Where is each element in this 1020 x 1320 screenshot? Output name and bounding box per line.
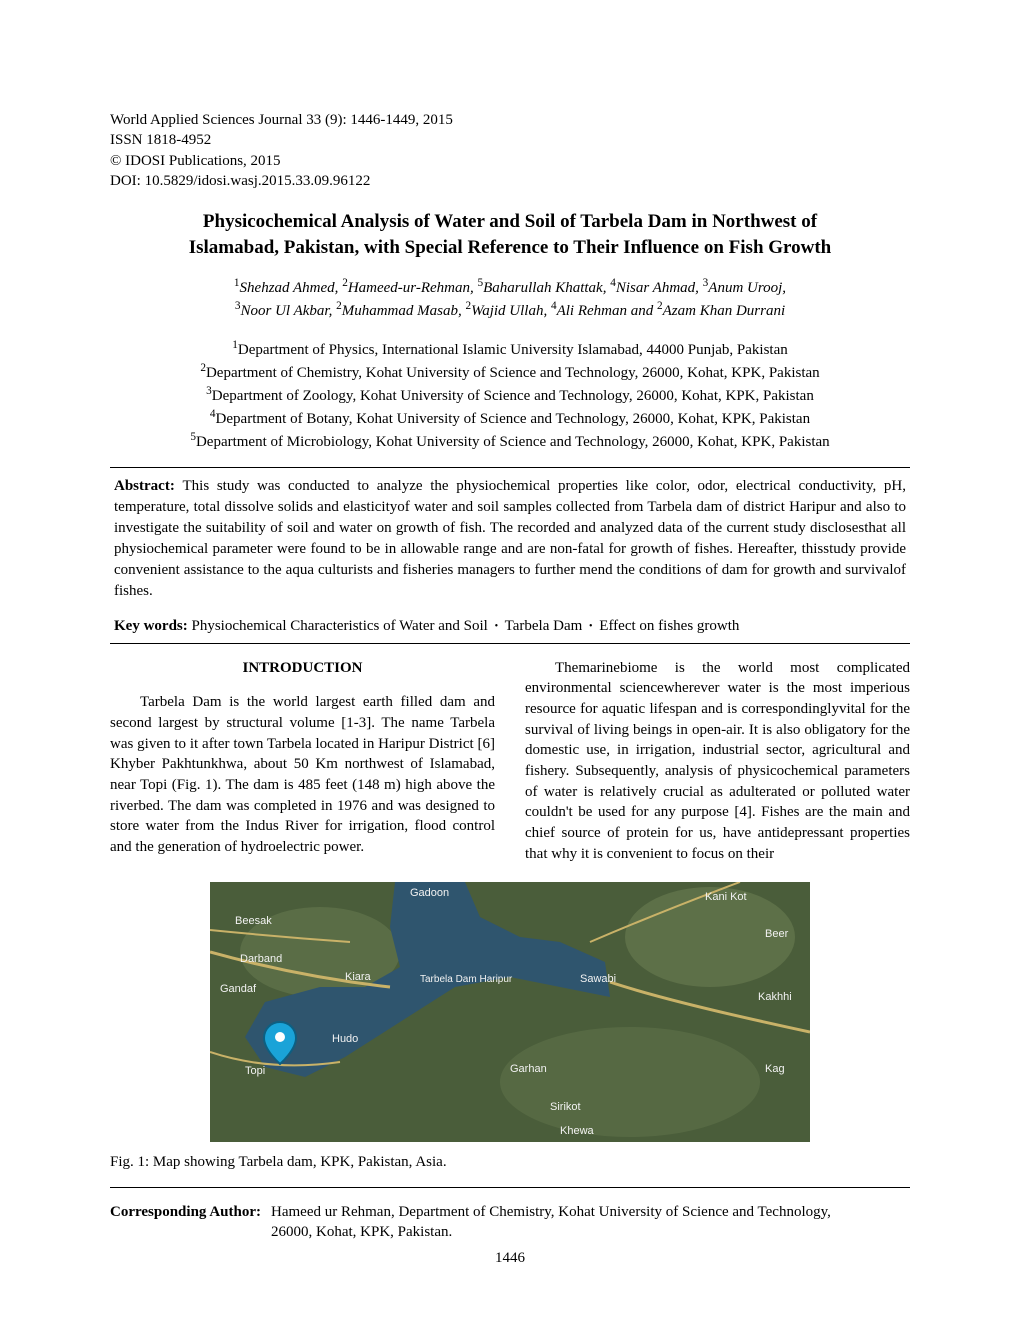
author-name: Ali Rehman and [557,303,657,319]
author-list: 1Shehzad Ahmed, 2Hameed-ur-Rehman, 5Baha… [110,276,910,322]
map-label: Sawabi [580,973,616,985]
author-name: Shehzad Ahmed, [240,280,343,296]
map-label: Beesak [235,915,272,927]
keyword: Physiochemical Characteristics of Water … [192,618,488,634]
section-heading-introduction: INTRODUCTION [110,658,495,679]
map-label: Hudo [332,1033,358,1045]
abstract-text: This study was conducted to analyze the … [114,478,906,599]
issn-line: ISSN 1818-4952 [110,130,910,150]
body-columns: INTRODUCTION Tarbela Dam is the world la… [110,658,910,865]
corresponding-author: Corresponding Author: Hameed ur Rehman, … [110,1198,910,1243]
author-name: Wajid Ullah, [471,303,551,319]
title-line-1: Physicochemical Analysis of Water and So… [203,211,817,232]
body-paragraph: Themarinebiome is the world most complic… [525,658,910,865]
affiliations: 1Department of Physics, International Is… [110,338,910,453]
keywords-label: Key words: [114,618,192,634]
abstract-block: Abstract: This study was conducted to an… [110,476,910,602]
horizontal-rule [110,467,910,468]
journal-header: World Applied Sciences Journal 33 (9): 1… [110,110,910,191]
author-name: Hameed-ur-Rehman, [348,280,478,296]
map-label: Khewa [560,1125,595,1137]
corresponding-label: Corresponding Author: [110,1202,261,1243]
author-name: Azam Khan Durrani [663,303,786,319]
left-column: INTRODUCTION Tarbela Dam is the world la… [110,658,495,865]
marker-dot [275,1032,285,1042]
corresponding-line-2: 26000, Kohat, KPK, Pakistan. [271,1224,452,1240]
doi-line: DOI: 10.5829/idosi.wasj.2015.33.09.96122 [110,171,910,191]
separator-icon: • [589,621,593,632]
keyword: Tarbela Dam [505,618,583,634]
article-title: Physicochemical Analysis of Water and So… [110,209,910,260]
map-label: Darband [240,953,282,965]
map-label: Topi [245,1065,265,1077]
affiliation-text: Department of Microbiology, Kohat Univer… [196,434,830,450]
map-label: Beer [765,928,789,940]
map-label: Garhan [510,1063,547,1075]
map-label: Kani Kot [705,891,747,903]
keywords-block: Key words: Physiochemical Characteristic… [110,616,910,636]
affiliation-text: Department of Zoology, Kohat University … [212,388,814,404]
map-svg: Gadoon Kani Kot Beesak Beer Darband Gand… [210,882,810,1142]
horizontal-rule [110,643,910,644]
figure-caption: Fig. 1: Map showing Tarbela dam, KPK, Pa… [110,1152,910,1172]
horizontal-rule [110,1187,910,1188]
right-column: Themarinebiome is the world most complic… [525,658,910,865]
author-name: Muhammad Masab, [342,303,466,319]
map-light-land [500,1027,760,1137]
body-paragraph: Tarbela Dam is the world largest earth f… [110,692,495,858]
affiliation-text: Department of Chemistry, Kohat Universit… [206,365,820,381]
affiliation-text: Department of Botany, Kohat University o… [216,411,811,427]
corresponding-line-1: Hameed ur Rehman, Department of Chemistr… [271,1204,831,1220]
journal-line: World Applied Sciences Journal 33 (9): 1… [110,110,910,130]
affiliation-text: Department of Physics, International Isl… [238,342,788,358]
author-name: Anum Urooj, [708,280,786,296]
map-label: Tarbela Dam Haripur [420,974,513,985]
map-label: Sirikot [550,1101,581,1113]
map-label: Kiara [345,971,372,983]
keyword: Effect on fishes growth [599,618,739,634]
title-line-2: Islamabad, Pakistan, with Special Refere… [189,237,832,258]
author-name: Nisar Ahmad, [616,280,703,296]
abstract-label: Abstract: [114,478,183,494]
author-name: Noor Ul Akbar, [241,303,337,319]
author-name: Baharullah Khattak, [483,280,610,296]
page-number: 1446 [110,1248,910,1268]
map-label: Gadoon [410,887,449,899]
map-label: Kag [765,1063,785,1075]
corresponding-text: Hameed ur Rehman, Department of Chemistr… [271,1202,910,1243]
copyright-line: © IDOSI Publications, 2015 [110,151,910,171]
map-label: Kakhhi [758,991,792,1003]
map-wrap: Gadoon Kani Kot Beesak Beer Darband Gand… [110,882,910,1142]
separator-icon: • [495,621,499,632]
figure-1: Gadoon Kani Kot Beesak Beer Darband Gand… [110,882,910,1172]
map-label: Gandaf [220,983,257,995]
